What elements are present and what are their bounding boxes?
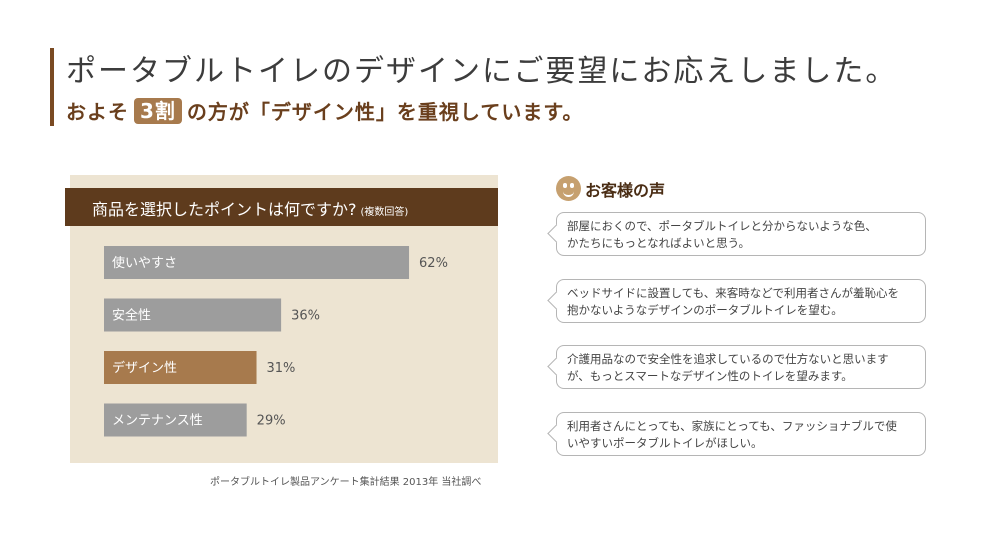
voice-bubble-4: 利用者さんにとっても、家族にとっても、ファッショナブルで使 いやすいポータブルト… (556, 412, 926, 456)
bar-value-label: 29% (257, 414, 286, 429)
voice-text-line: 部屋におくので、ポータブルトイレと分からないような色、 (567, 218, 915, 235)
bar-category-label: メンテナンス性 (112, 414, 203, 429)
voice-text-line: いやすいポータブルトイレがほしい。 (567, 435, 915, 452)
bar-category-label: 安全性 (112, 308, 151, 324)
bar-value-label: 36% (291, 309, 320, 324)
bar-category-label: 使いやすさ (112, 255, 177, 271)
bar-value-label: 31% (267, 361, 296, 376)
voice-text-line: 抱かないようなデザインのポータブルトイレを望む。 (567, 302, 915, 319)
voice-text-line: が、もっとスマートなデザイン性のトイレを望みます。 (567, 368, 915, 385)
source-note: ポータブルトイレ製品アンケート集計結果 2013年 当社調べ (210, 473, 481, 488)
voice-text-line: ベッドサイドに設置しても、来客時などで利用者さんが羞恥心を (567, 285, 915, 302)
voice-text-line: かたちにもっとなればよいと思う。 (567, 235, 915, 252)
voice-text-line: 介護用品なので安全性を追求しているので仕方ないと思います (567, 351, 915, 368)
voice-bubble-2: ベッドサイドに設置しても、来客時などで利用者さんが羞恥心を 抱かないようなデザイ… (556, 279, 926, 323)
smiley-face-icon (556, 176, 581, 201)
voice-bubble-1: 部屋におくので、ポータブルトイレと分からないような色、 かたちにもっとなればよい… (556, 212, 926, 256)
bar-category-label: デザイン性 (112, 360, 177, 376)
bar-value-label: 62% (419, 256, 448, 271)
voice-text-line: 利用者さんにとっても、家族にとっても、ファッショナブルで使 (567, 418, 915, 435)
customer-voices-heading: お客様の声 (556, 176, 665, 201)
voice-bubble-3: 介護用品なので安全性を追求しているので仕方ないと思います が、もっとスマートなデ… (556, 345, 926, 389)
customer-voices-title: お客様の声 (585, 177, 665, 201)
